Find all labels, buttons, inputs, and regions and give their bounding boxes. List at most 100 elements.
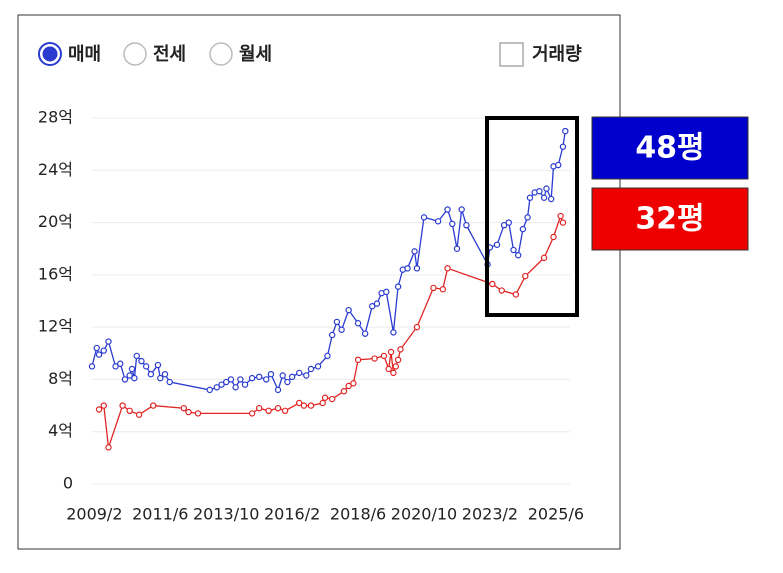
- point: [274, 386, 282, 394]
- point: [493, 241, 501, 248]
- point: [390, 329, 397, 336]
- point: [361, 330, 369, 337]
- point: [154, 361, 162, 369]
- x-tick-label: 2016/2: [264, 505, 320, 524]
- point: [248, 374, 256, 382]
- point: [279, 372, 286, 379]
- highlight-box: [485, 116, 579, 317]
- point: [338, 326, 345, 333]
- y-tick-label: 12억: [38, 317, 73, 336]
- point: [540, 254, 548, 262]
- point: [562, 127, 569, 135]
- radio-label[interactable]: 월세: [239, 44, 272, 65]
- checkbox[interactable]: [499, 42, 524, 67]
- point: [550, 233, 557, 241]
- point: [126, 372, 133, 379]
- y-tick-label: 28억: [38, 108, 73, 127]
- x-tick-label: 2023/2: [462, 505, 518, 524]
- point: [255, 404, 263, 412]
- point: [321, 394, 329, 401]
- point: [354, 320, 362, 327]
- point: [133, 352, 140, 360]
- radio[interactable]: [209, 42, 233, 66]
- point: [498, 287, 505, 294]
- point: [255, 373, 263, 381]
- point: [390, 369, 397, 377]
- point: [444, 265, 451, 272]
- point: [100, 402, 107, 409]
- panel: [17, 14, 621, 550]
- point: [185, 408, 192, 416]
- point: [540, 194, 548, 201]
- point: [328, 331, 336, 339]
- point: [328, 395, 336, 403]
- y-tick-label: 20억: [38, 212, 73, 231]
- point: [147, 371, 155, 378]
- point: [350, 380, 357, 387]
- point: [519, 225, 527, 233]
- point: [218, 381, 225, 388]
- x-tick-label: 2013/10: [193, 505, 259, 524]
- point: [404, 265, 411, 272]
- point: [369, 303, 376, 310]
- checkbox-label[interactable]: 거래량: [532, 44, 582, 65]
- point: [248, 410, 256, 417]
- point: [161, 371, 169, 378]
- point: [458, 206, 465, 213]
- point: [500, 221, 508, 229]
- point: [543, 185, 550, 192]
- x-tick-label: 2009/2: [66, 505, 122, 524]
- point: [227, 376, 235, 383]
- point: [281, 407, 289, 414]
- point: [397, 346, 404, 353]
- point: [354, 356, 362, 364]
- point: [300, 402, 308, 409]
- point: [263, 376, 270, 383]
- point: [340, 387, 348, 395]
- point: [536, 187, 543, 195]
- point: [296, 369, 303, 377]
- point: [180, 404, 188, 412]
- point: [333, 318, 341, 326]
- point: [267, 371, 275, 378]
- y-tick-label: 8억: [48, 369, 73, 388]
- y-tick-label: 24억: [38, 160, 73, 179]
- point: [522, 272, 529, 280]
- point: [157, 374, 164, 382]
- radio-label[interactable]: 매매: [68, 44, 101, 65]
- point: [126, 407, 133, 414]
- radio-label[interactable]: 전세: [153, 44, 186, 65]
- point: [194, 410, 202, 417]
- legend-label: 32평: [635, 202, 704, 237]
- point: [105, 444, 112, 451]
- radio[interactable]: [123, 42, 147, 66]
- x-tick-label: 2018/6: [330, 505, 386, 524]
- point: [555, 161, 562, 169]
- point: [439, 286, 447, 293]
- legend-box: [591, 187, 749, 251]
- point: [314, 363, 322, 370]
- point: [206, 386, 213, 394]
- point: [166, 378, 173, 386]
- point: [383, 288, 390, 296]
- point: [150, 402, 157, 409]
- point: [296, 399, 303, 407]
- radio-dot: [42, 46, 58, 62]
- point: [512, 291, 520, 298]
- point: [345, 382, 352, 390]
- point: [413, 265, 421, 272]
- point: [489, 280, 496, 288]
- point: [510, 246, 517, 254]
- point: [394, 356, 402, 364]
- point: [95, 351, 103, 358]
- point: [265, 407, 272, 414]
- point: [559, 143, 567, 150]
- point: [430, 284, 437, 292]
- point: [411, 248, 418, 255]
- point: [557, 212, 564, 220]
- y-tick-label: 16억: [38, 264, 73, 283]
- y-tick-label: 4억: [48, 421, 73, 440]
- point: [112, 363, 119, 370]
- point: [463, 221, 470, 229]
